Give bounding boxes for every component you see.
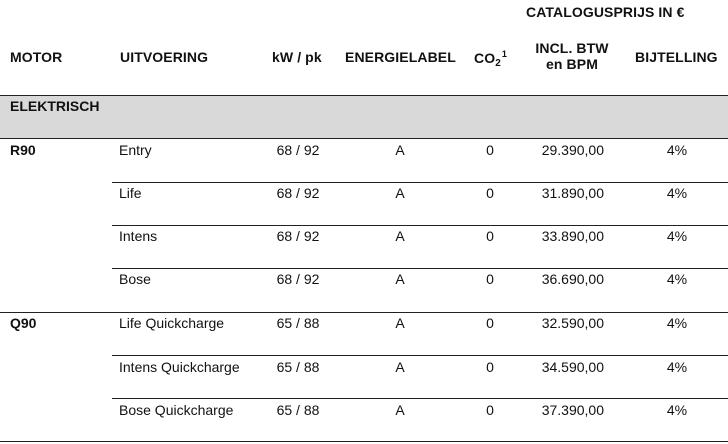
bijtelling-cell: 4%	[666, 185, 688, 201]
column-header-bijtelling: BIJTELLING	[635, 49, 718, 65]
energielabel-cell: A	[395, 402, 405, 418]
uitvoering-cell: Life	[119, 185, 142, 201]
price-cell: 31.890,00	[541, 185, 604, 201]
motor-label: Q90	[10, 315, 37, 331]
row-divider	[112, 225, 728, 226]
energielabel-cell: A	[395, 228, 405, 244]
column-header-kw-pk: kW / pk	[272, 49, 322, 65]
section-band	[0, 96, 728, 138]
co2-cell: 0	[486, 185, 494, 201]
section-label-elektrisch: ELEKTRISCH	[10, 98, 100, 114]
co2-cell: 0	[486, 359, 494, 375]
co2-subscript: 2	[495, 58, 501, 69]
section-divider	[0, 138, 728, 139]
uitvoering-cell: Bose	[119, 271, 151, 287]
kw-pk-cell: 68 / 92	[276, 185, 320, 201]
price-cell: 29.390,00	[541, 142, 604, 158]
co2-cell: 0	[486, 271, 494, 287]
energielabel-cell: A	[395, 315, 405, 331]
kw-pk-cell: 65 / 88	[276, 359, 320, 375]
row-divider	[112, 355, 728, 356]
kw-pk-cell: 68 / 92	[276, 228, 320, 244]
bijtelling-cell: 4%	[666, 402, 688, 418]
row-divider	[112, 268, 728, 269]
uitvoering-cell: Intens Quickcharge	[119, 359, 240, 375]
energielabel-cell: A	[395, 359, 405, 375]
row-divider	[112, 398, 728, 399]
bijtelling-cell: 4%	[666, 271, 688, 287]
column-header-incl-btw-bpm: INCL. BTW en BPM	[524, 40, 620, 72]
uitvoering-cell: Entry	[119, 142, 152, 158]
uitvoering-cell: Life Quickcharge	[119, 315, 225, 331]
co2-footnote-mark: 1	[501, 49, 507, 59]
price-cell: 37.390,00	[541, 402, 604, 418]
kw-pk-cell: 68 / 92	[276, 142, 320, 158]
catalog-price-title: CATALOGUSPRIJS IN €	[526, 4, 685, 20]
kw-pk-cell: 68 / 92	[276, 271, 320, 287]
energielabel-cell: A	[395, 185, 405, 201]
en-bpm-line: en BPM	[546, 56, 598, 72]
kw-pk-cell: 65 / 88	[276, 315, 320, 331]
uitvoering-cell: Bose Quickcharge	[119, 402, 234, 418]
co2-label: CO	[474, 50, 496, 66]
co2-cell: 0	[486, 402, 494, 418]
bijtelling-cell: 4%	[666, 228, 688, 244]
column-header-motor: MOTOR	[10, 49, 63, 65]
price-cell: 36.690,00	[541, 271, 604, 287]
uitvoering-cell: Intens	[119, 228, 158, 244]
column-header-co2: CO21	[474, 49, 507, 69]
bijtelling-cell: 4%	[666, 315, 688, 331]
co2-cell: 0	[486, 228, 494, 244]
column-header-uitvoering: UITVOERING	[120, 49, 209, 65]
bijtelling-cell: 4%	[666, 142, 688, 158]
motor-label: R90	[10, 142, 36, 158]
co2-cell: 0	[486, 142, 494, 158]
price-cell: 34.590,00	[541, 359, 604, 375]
price-cell: 32.590,00	[541, 315, 604, 331]
incl-btw-line: INCL. BTW	[535, 40, 609, 56]
column-header-energielabel: ENERGIELABEL	[345, 49, 456, 65]
energielabel-cell: A	[395, 142, 405, 158]
group-divider	[0, 312, 728, 313]
co2-cell: 0	[486, 315, 494, 331]
header-divider	[0, 95, 728, 96]
price-cell: 33.890,00	[541, 228, 604, 244]
energielabel-cell: A	[395, 271, 405, 287]
bijtelling-cell: 4%	[666, 359, 688, 375]
kw-pk-cell: 65 / 88	[276, 402, 320, 418]
row-divider	[112, 182, 728, 183]
table-bottom-border	[0, 441, 728, 442]
